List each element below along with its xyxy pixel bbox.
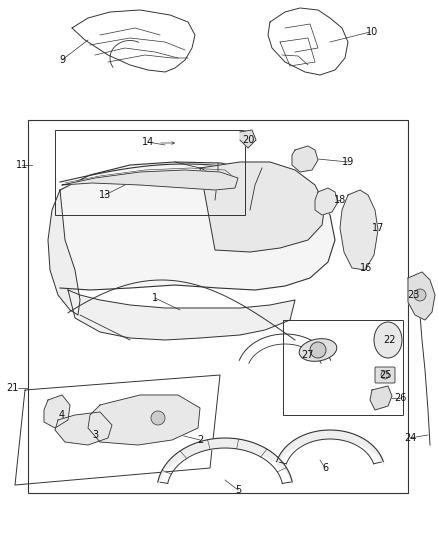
- Polygon shape: [292, 146, 318, 172]
- Bar: [283, 320, 403, 415]
- Text: 3: 3: [92, 430, 98, 440]
- Circle shape: [310, 342, 326, 358]
- Text: 14: 14: [142, 137, 154, 147]
- Polygon shape: [55, 412, 112, 445]
- Polygon shape: [315, 188, 338, 215]
- Polygon shape: [200, 162, 325, 252]
- Text: 10: 10: [366, 27, 378, 37]
- Text: 2: 2: [197, 435, 203, 445]
- Text: 21: 21: [6, 383, 18, 393]
- Polygon shape: [68, 290, 295, 340]
- Text: 1: 1: [152, 293, 158, 303]
- Text: 11: 11: [16, 160, 28, 170]
- Text: 5: 5: [235, 485, 241, 495]
- Ellipse shape: [299, 338, 337, 361]
- Circle shape: [381, 371, 389, 379]
- Text: 22: 22: [384, 335, 396, 345]
- Text: 23: 23: [407, 290, 419, 300]
- Text: 27: 27: [302, 350, 314, 360]
- Polygon shape: [340, 190, 378, 270]
- Circle shape: [151, 411, 165, 425]
- Text: 13: 13: [99, 190, 111, 200]
- Polygon shape: [408, 272, 435, 320]
- Text: 18: 18: [334, 195, 346, 205]
- Bar: [28, 120, 408, 493]
- Polygon shape: [44, 395, 70, 428]
- Text: 17: 17: [372, 223, 384, 233]
- Text: 4: 4: [59, 410, 65, 420]
- Text: 19: 19: [342, 157, 354, 167]
- Ellipse shape: [374, 322, 402, 358]
- Polygon shape: [88, 395, 200, 445]
- Bar: [55, 130, 245, 215]
- Polygon shape: [240, 130, 256, 148]
- FancyBboxPatch shape: [375, 367, 395, 383]
- Text: 24: 24: [404, 433, 416, 443]
- Polygon shape: [48, 190, 80, 315]
- Text: 25: 25: [379, 370, 391, 380]
- Text: 26: 26: [394, 393, 406, 403]
- Polygon shape: [60, 162, 335, 290]
- Text: 20: 20: [242, 135, 254, 145]
- Circle shape: [414, 289, 426, 301]
- Text: 6: 6: [322, 463, 328, 473]
- Text: 16: 16: [360, 263, 372, 273]
- Text: 9: 9: [59, 55, 65, 65]
- Polygon shape: [62, 170, 238, 190]
- Polygon shape: [370, 386, 392, 410]
